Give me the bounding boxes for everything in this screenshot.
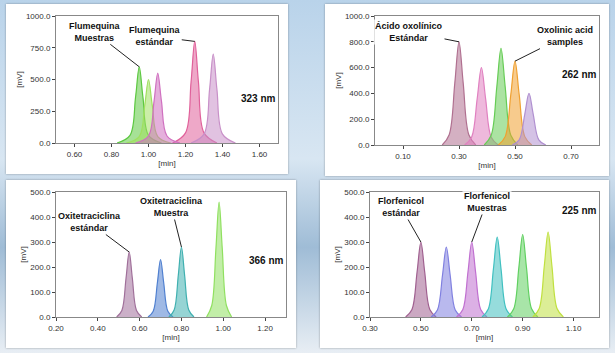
svg-text:262 nm: 262 nm (562, 69, 597, 80)
svg-text:300.0: 300.0 (30, 238, 51, 247)
svg-text:1.00: 1.00 (215, 324, 231, 333)
svg-text:400.0: 400.0 (349, 89, 370, 98)
svg-text:300.0: 300.0 (344, 238, 365, 247)
svg-text:800.0: 800.0 (349, 38, 370, 47)
svg-text:600.0: 600.0 (349, 63, 370, 72)
svg-text:0.20: 0.20 (48, 324, 64, 333)
svg-text:366 nm: 366 nm (249, 255, 284, 266)
svg-text:500.0: 500.0 (344, 188, 365, 197)
svg-text:0.80: 0.80 (104, 150, 120, 159)
svg-text:Oxitetraciclinaestándar: Oxitetraciclinaestándar (58, 211, 121, 233)
svg-text:0.90: 0.90 (515, 324, 531, 333)
svg-text:0.70: 0.70 (464, 324, 480, 333)
svg-text:[min]: [min] (478, 161, 495, 170)
svg-text:1000.0: 1000.0 (345, 12, 370, 21)
svg-text:100.0: 100.0 (344, 288, 365, 297)
svg-text:1.60: 1.60 (252, 150, 268, 159)
svg-text:FlumequinaMuestras: FlumequinaMuestras (69, 21, 120, 43)
svg-text:1.40: 1.40 (215, 150, 231, 159)
svg-text:0.80: 0.80 (174, 324, 190, 333)
svg-text:500.0: 500.0 (30, 75, 51, 84)
svg-text:Flumequinaestándar: Flumequinaestándar (129, 25, 180, 47)
svg-text:1.00: 1.00 (141, 150, 157, 159)
svg-text:[min]: [min] (158, 159, 175, 168)
svg-text:0.50: 0.50 (507, 152, 523, 161)
svg-text:0.30: 0.30 (451, 152, 467, 161)
svg-text:323 nm: 323 nm (241, 93, 276, 104)
svg-text:0.0: 0.0 (353, 313, 365, 322)
svg-text:0.30: 0.30 (362, 324, 378, 333)
svg-text:0.40: 0.40 (90, 324, 106, 333)
svg-text:0.10: 0.10 (395, 152, 411, 161)
svg-text:0.0: 0.0 (39, 313, 51, 322)
svg-text:Ácido oxolínicoEstándar: Ácido oxolínicoEstándar (375, 21, 443, 43)
svg-text:200.0: 200.0 (30, 263, 51, 272)
svg-text:FlorfenicolMuestras: FlorfenicolMuestras (464, 191, 510, 213)
svg-text:1000.0: 1000.0 (26, 12, 51, 21)
svg-text:[min]: [min] (476, 333, 493, 342)
svg-text:0.70: 0.70 (563, 152, 579, 161)
svg-text:200.0: 200.0 (344, 263, 365, 272)
svg-text:OxitetraciclinaMuestra: OxitetraciclinaMuestra (140, 196, 203, 218)
svg-text:0.50: 0.50 (413, 324, 429, 333)
svg-text:250.0: 250.0 (30, 107, 51, 116)
svg-text:[mV]: [mV] (334, 72, 343, 88)
svg-text:[mV]: [mV] (15, 71, 24, 87)
svg-text:500.0: 500.0 (30, 188, 51, 197)
svg-text:[mV]: [mV] (333, 246, 342, 262)
svg-text:100.0: 100.0 (30, 288, 51, 297)
svg-text:0.60: 0.60 (67, 150, 83, 159)
svg-text:0.0: 0.0 (39, 139, 51, 148)
svg-text:1.20: 1.20 (178, 150, 194, 159)
svg-text:400.0: 400.0 (30, 213, 51, 222)
svg-text:400.0: 400.0 (344, 213, 365, 222)
svg-text:[min]: [min] (162, 333, 179, 342)
svg-text:1.20: 1.20 (257, 324, 273, 333)
svg-text:Oxolinic acidsamples: Oxolinic acidsamples (537, 25, 593, 47)
svg-text:[mV]: [mV] (19, 246, 28, 262)
svg-text:1.10: 1.10 (566, 324, 582, 333)
svg-text:Florfenicolestándar: Florfenicolestándar (378, 196, 424, 218)
svg-text:0.60: 0.60 (132, 324, 148, 333)
svg-text:225 nm: 225 nm (562, 205, 597, 216)
svg-text:200.0: 200.0 (349, 115, 370, 124)
svg-text:750.0: 750.0 (30, 44, 51, 53)
svg-text:0.0: 0.0 (358, 141, 370, 150)
